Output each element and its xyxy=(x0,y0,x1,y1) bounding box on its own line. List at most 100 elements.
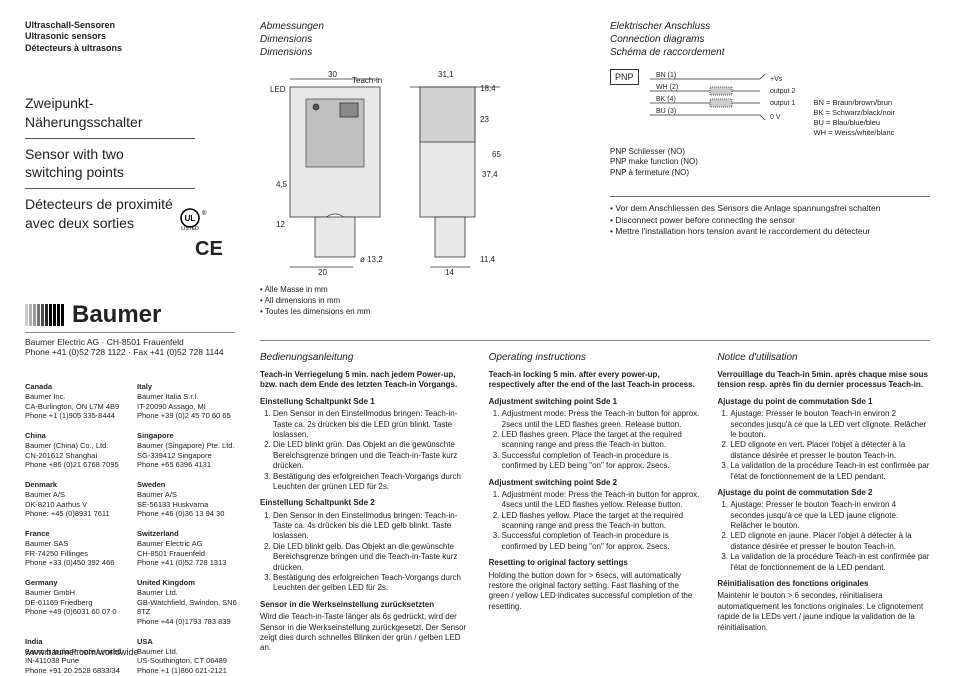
title-de-1: Zweipunkt- xyxy=(25,94,235,113)
svg-text:14: 14 xyxy=(445,268,454,277)
sensor-drawing-icon: LED Teach-in 30 31,1 18,4 23 65 4,5 37,4… xyxy=(260,67,580,277)
title-en-1: Sensor with two xyxy=(25,145,235,164)
safety-note: Mettre l'installation hors tension avant… xyxy=(610,226,930,237)
dim-note: Alle Masse in mm xyxy=(260,285,590,296)
legend-item: BU = Blau/blue/bleu xyxy=(814,118,896,128)
li: LED clignote en jaune. Placer l'objet à … xyxy=(730,531,930,552)
li: Bestätigung des erfolgreichen Teach-Vorg… xyxy=(273,573,473,594)
svg-text:0 V: 0 V xyxy=(770,114,781,121)
instr-fr-sde1-h: Ajustage du point de commutation Sde 1 xyxy=(717,397,930,407)
dim-note: Toutes les dimensions en mm xyxy=(260,307,590,318)
cat-en: Ultrasonic sensors xyxy=(25,31,235,42)
li: LED flashes green. Place the target at t… xyxy=(502,430,702,451)
svg-text:output 2: output 2 xyxy=(770,88,795,95)
li: LED flashes yellow. Place the target at … xyxy=(502,511,702,532)
instr-de-sde2-h: Einstellung Schaltpunkt Sde 2 xyxy=(260,498,473,508)
svg-text:output 1: output 1 xyxy=(770,100,795,107)
safety-notes: Vor dem Anschliessen des Sensors die Anl… xyxy=(610,203,930,237)
svg-text:+Vs: +Vs xyxy=(770,76,783,83)
svg-text:®: ® xyxy=(202,210,207,217)
cat-fr: Détecteurs à ultrasons xyxy=(25,43,235,54)
li: Den Sensor in den Einstellmodus bringen:… xyxy=(273,511,473,542)
svg-text:18,4: 18,4 xyxy=(480,84,496,93)
instructions-section: Bedienungsanleitung Teach-in Verriegelun… xyxy=(260,340,930,656)
instr-de-reset: Wird die Teach-in-Taste länger als 6s ge… xyxy=(260,612,473,654)
instr-de-sde1-h: Einstellung Schaltpunkt Sde 1 xyxy=(260,397,473,407)
instr-de-reset-h: Sensor in die Werkseinstellung zurückset… xyxy=(260,600,473,610)
li: Successful completion of Teach-in proced… xyxy=(502,451,702,472)
pnp-fr: PNP à fermeture (NO) xyxy=(610,168,930,178)
svg-text:11,4: 11,4 xyxy=(480,255,496,264)
dims-head: Abmessungen Dimensions Dimensions xyxy=(260,20,590,59)
svg-text:65: 65 xyxy=(492,150,501,159)
divider xyxy=(25,138,195,139)
legend-item: BN = Braun/brown/brun xyxy=(814,98,896,108)
office-item: SingaporeBaumer (Singapore) Pte. Ltd.SG-… xyxy=(137,431,237,470)
logo-bars-icon xyxy=(25,304,64,326)
conn-head: Elektrischer Anschluss Connection diagra… xyxy=(610,20,930,59)
instr-fr-reset: Maintenir le bouton > 6 secondes, réinit… xyxy=(717,591,930,633)
cert-marks: UL ® LISTED CE xyxy=(25,245,235,273)
li: Die LED blinkt grün. Das Objekt an die g… xyxy=(273,440,473,471)
office-item: United KingdomBaumer Ltd.GB-Watchfield, … xyxy=(137,578,237,627)
dimensions-column: Abmessungen Dimensions Dimensions xyxy=(260,20,590,317)
li: Den Sensor in den Einstellmodus bringen:… xyxy=(273,409,473,440)
dim-note: All dimensions in mm xyxy=(260,296,590,307)
office-item: ItalyBaumer Italia S.r.l.IT-20090 Assago… xyxy=(137,382,237,421)
instr-de-head: Bedienungsanleitung xyxy=(260,351,473,364)
wiring-icon: BN (1)+Vs WH (2)output 2 BK (4)output 1 … xyxy=(650,69,830,129)
wire-legend: BN = Braun/brown/brunBK = Schwarz/black/… xyxy=(814,98,896,139)
svg-text:BK (4): BK (4) xyxy=(656,96,676,103)
office-item: SwedenBaumer A/SSE-56133 HuskvarnaPhone … xyxy=(137,480,237,519)
connection-column: Elektrischer Anschluss Connection diagra… xyxy=(610,20,930,238)
dims-head-en: Dimensions xyxy=(260,33,590,46)
pnp-de: PNP Schliesser (NO) xyxy=(610,147,930,157)
ce-mark-icon: CE xyxy=(195,238,223,261)
office-item: CanadaBaumer Inc.CA-Burlington, ON L7M 4… xyxy=(25,382,125,421)
svg-text:LISTED: LISTED xyxy=(181,226,199,231)
offices-grid: CanadaBaumer Inc.CA-Burlington, ON L7M 4… xyxy=(25,382,235,676)
left-column: Ultraschall-Sensoren Ultrasonic sensors … xyxy=(25,20,235,676)
mfr-info: Baumer Electric AG · CH-8501 Frauenfeld … xyxy=(25,337,235,357)
instr-en-sde2-h: Adjustment switching point Sde 2 xyxy=(489,478,702,488)
instr-fr: Notice d'utilisation Verrouillage du Tea… xyxy=(717,351,930,656)
logo-row: Baumer xyxy=(25,301,235,329)
legend-item: BK = Schwarz/black/noir xyxy=(814,108,896,118)
li: Adjustment mode: Press the Teach-in butt… xyxy=(502,490,702,511)
ul-mark-icon: UL ® LISTED xyxy=(180,205,210,231)
svg-text:30: 30 xyxy=(328,70,337,79)
instr-fr-sde2-h: Ajustage du point de commutation Sde 2 xyxy=(717,488,930,498)
li: Ajustage: Presser le bouton Teach-in env… xyxy=(730,500,930,531)
category-header: Ultraschall-Sensoren Ultrasonic sensors … xyxy=(25,20,235,54)
svg-text:UL: UL xyxy=(185,214,196,223)
title-en-2: switching points xyxy=(25,163,235,182)
li: Ajustage: Presser le bouton Teach-in env… xyxy=(730,409,930,440)
li: La validation de la procédure Teach-in e… xyxy=(730,461,930,482)
legend-item: WH = Weiss/white/blanc xyxy=(814,128,896,138)
svg-text:LED: LED xyxy=(270,85,286,94)
instr-en-head: Operating instructions xyxy=(489,351,702,364)
svg-text:BU (3): BU (3) xyxy=(656,108,676,115)
instr-de: Bedienungsanleitung Teach-in Verriegelun… xyxy=(260,351,473,656)
office-item: FranceBaumer SASFR-74250 FillingesPhone … xyxy=(25,529,125,568)
divider xyxy=(610,196,930,197)
instr-en: Operating instructions Teach-in locking … xyxy=(489,351,702,656)
instr-en-reset-h: Resetting to original factory settings xyxy=(489,558,702,568)
title-de-2: Näherungsschalter xyxy=(25,113,235,132)
safety-note: Disconnect power before connecting the s… xyxy=(610,215,930,226)
li: Successful completion of Teach-in proced… xyxy=(502,531,702,552)
svg-text:Teach-in: Teach-in xyxy=(352,76,382,85)
pnp-type-labels: PNP Schliesser (NO) PNP make function (N… xyxy=(610,147,930,178)
li: Adjustment mode: Press the Teach-in butt… xyxy=(502,409,702,430)
conn-head-en: Connection diagrams xyxy=(610,33,930,46)
instr-de-lock: Teach-in Verriegelung 5 min. nach jedem … xyxy=(260,370,473,391)
office-item: ChinaBaumer (China) Co., Ltd.CN-201612 S… xyxy=(25,431,125,470)
office-item: USABaumer Ltd.US-Southington, CT 06489Ph… xyxy=(137,637,237,676)
pnp-label: PNP xyxy=(610,69,639,85)
li: LED clignote en vert. Placer l'objet à d… xyxy=(730,440,930,461)
instr-en-sde1-h: Adjustment switching point Sde 1 xyxy=(489,397,702,407)
website-url: www.baumer.com/worldwide xyxy=(25,647,139,657)
divider xyxy=(25,188,195,189)
svg-text:23: 23 xyxy=(480,115,489,124)
li: Die LED blinkt gelb. Das Objekt an die g… xyxy=(273,542,473,573)
